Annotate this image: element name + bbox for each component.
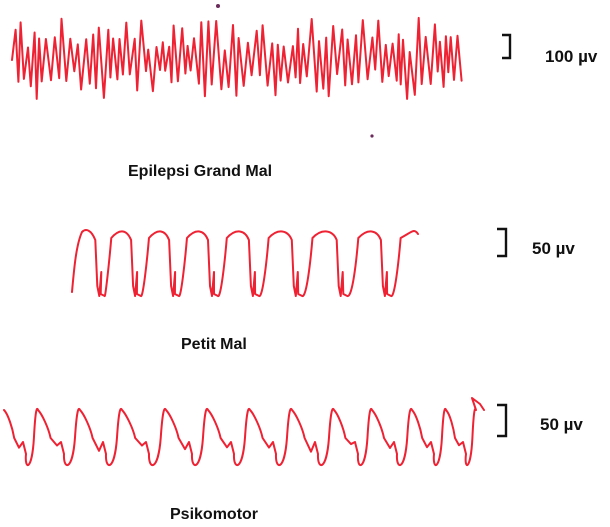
grand-mal-eeg-trace xyxy=(11,16,463,100)
petit-mal-caption: Petit Mal xyxy=(181,336,247,353)
petit-mal-eeg-trace xyxy=(71,229,419,298)
panel-grand-mal: 100 µv Epilepsi Grand Mal xyxy=(11,16,598,180)
psikomotor-scale-label: 50 µv xyxy=(540,415,583,434)
ink-speck xyxy=(216,4,220,8)
ink-speck xyxy=(370,134,374,138)
psikomotor-caption: Psikomotor xyxy=(170,506,258,523)
panel-psikomotor: 50 µv Psikomotor xyxy=(3,397,583,523)
grand-mal-scale-bar xyxy=(502,33,512,60)
grand-mal-scale-label: 100 µv xyxy=(545,47,598,66)
psikomotor-eeg-trace xyxy=(3,397,485,466)
petit-mal-scale-bar xyxy=(497,227,508,258)
petit-mal-scale-label: 50 µv xyxy=(532,239,575,258)
panel-petit-mal: 50 µv Petit Mal xyxy=(71,227,575,353)
grand-mal-caption: Epilepsi Grand Mal xyxy=(128,163,272,180)
psikomotor-scale-bar xyxy=(497,403,508,438)
